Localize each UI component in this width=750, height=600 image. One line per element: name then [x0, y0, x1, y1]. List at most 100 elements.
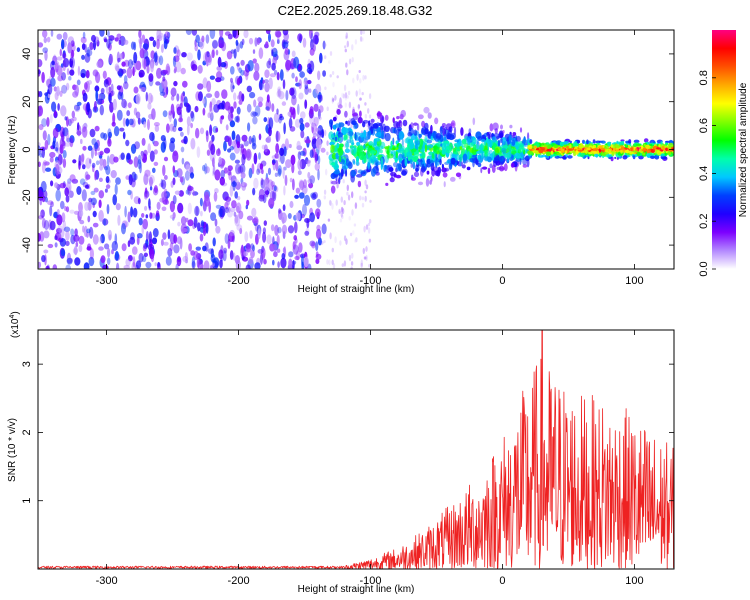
spectrogram-mark [132, 207, 138, 218]
spectrogram-mark [229, 250, 234, 260]
spectrogram-mark [262, 227, 266, 235]
spectrogram-mark [161, 78, 168, 90]
spectrogram-mark [381, 130, 384, 140]
spectrogram-mark [350, 261, 354, 266]
spectrogram-mark [307, 178, 313, 184]
spectrogram-mark [195, 246, 201, 251]
spectrogram-mark [315, 251, 319, 258]
spectrogram-mark [389, 177, 395, 183]
spectrogram-mark [38, 42, 44, 48]
spectrogram-mark [172, 177, 176, 186]
spectrogram-mark [129, 236, 136, 245]
spectrogram-mark [312, 34, 319, 45]
spectrogram-mark [178, 117, 184, 123]
spectrogram-mark [214, 169, 221, 181]
spectrogram-mark [44, 161, 50, 166]
spectrogram-mark [261, 169, 264, 175]
spectrogram-mark [368, 238, 372, 243]
spectrogram-mark [187, 219, 194, 227]
spectrogram-mark [572, 142, 579, 148]
spectrogram-mark [49, 151, 56, 158]
spectrogram-mark [337, 147, 344, 157]
spectrogram-mark [150, 61, 154, 73]
spectrogram-mark [108, 35, 115, 41]
spectrogram-mark [210, 212, 217, 222]
spectrogram-mark [44, 139, 49, 150]
spectrogram-mark [635, 143, 642, 147]
spectrogram-mark [213, 191, 218, 202]
spectrogram-mark [236, 224, 243, 231]
spectrogram-mark [323, 195, 326, 200]
spectrogram-mark [82, 92, 88, 103]
spectrogram-mark [98, 190, 105, 199]
spectrogram-mark [118, 39, 122, 45]
spectrogram-mark [380, 125, 384, 131]
spectrogram-mark [282, 79, 286, 90]
spectrogram-mark [443, 181, 446, 188]
spectrogram-mark [444, 126, 447, 131]
spectrogram-mark [226, 200, 230, 206]
spectrogram-mark [310, 32, 314, 43]
spectrogram-mark [271, 62, 276, 71]
spectrogram-mark [245, 148, 252, 161]
spectrogram-mark [592, 139, 596, 144]
spectrogram-mark [234, 214, 239, 224]
spectrogram-mark [207, 55, 212, 63]
spectrogram-mark [202, 60, 207, 66]
spectrogram-mark [148, 73, 154, 82]
spectrogram-mark [314, 31, 320, 38]
spectrogram-mark [263, 220, 267, 226]
spectrogram-mark [356, 74, 359, 81]
spectrogram-mark [236, 77, 241, 86]
spectrogram-mark [293, 56, 300, 69]
spectrogram-mark [282, 166, 285, 179]
spectrogram-mark [123, 39, 129, 45]
spectrogram-mark [216, 66, 222, 71]
spectrogram-mark [338, 172, 343, 180]
spectrogram-mark [632, 150, 639, 153]
spectrogram-mark [553, 144, 559, 149]
spectrogram-mark [271, 103, 275, 113]
spectrogram-mark [588, 145, 593, 148]
spectrogram-mark [62, 150, 67, 159]
spectrogram-mark [293, 235, 298, 241]
spectrogram-mark [265, 41, 269, 48]
spectrogram-mark [144, 205, 148, 211]
spectrogram-mark [472, 117, 476, 126]
spectrogram-mark [529, 139, 533, 144]
spectrogram-mark [309, 240, 316, 247]
spectrogram-mark [46, 79, 51, 85]
spectrogram-mark [74, 228, 78, 237]
spectrogram-mark [329, 51, 333, 56]
spectrogram-mark [368, 114, 372, 119]
spectrogram-mark [338, 155, 342, 162]
spectrogram-mark [76, 79, 81, 86]
spectrogram-mark [393, 121, 399, 129]
spectrogram-mark [133, 60, 137, 73]
spectrogram-mark [271, 49, 274, 57]
spectrogram-mark [62, 220, 67, 232]
spectrogram-mark [110, 90, 115, 96]
colorbar-tick-label: 0.2 [698, 214, 710, 229]
spectrogram-mark [583, 155, 587, 159]
spectrogram-mark [138, 217, 143, 226]
spectrogram-mark [65, 195, 70, 203]
spectrogram-mark [180, 216, 187, 226]
spectrogram-mark [56, 33, 63, 40]
spectrogram-mark [234, 116, 239, 123]
spectrogram-mark [71, 49, 75, 58]
spectrogram-mark [312, 132, 318, 138]
spectrogram-mark [153, 52, 158, 63]
spectrogram-mark [510, 148, 515, 152]
spectrogram-mark [502, 144, 509, 149]
spectrogram-mark [170, 103, 175, 115]
spectrogram-mark [258, 188, 265, 200]
spectrogram-mark [215, 127, 219, 133]
spectrogram-mark [484, 149, 488, 157]
spectrogram-mark [252, 49, 256, 54]
spectrogram-mark [117, 57, 121, 63]
spectrogram-mark [416, 123, 420, 131]
spectrogram-mark [116, 85, 121, 91]
spectrogram-mark [320, 129, 324, 138]
spectrogram-mark [233, 211, 237, 217]
